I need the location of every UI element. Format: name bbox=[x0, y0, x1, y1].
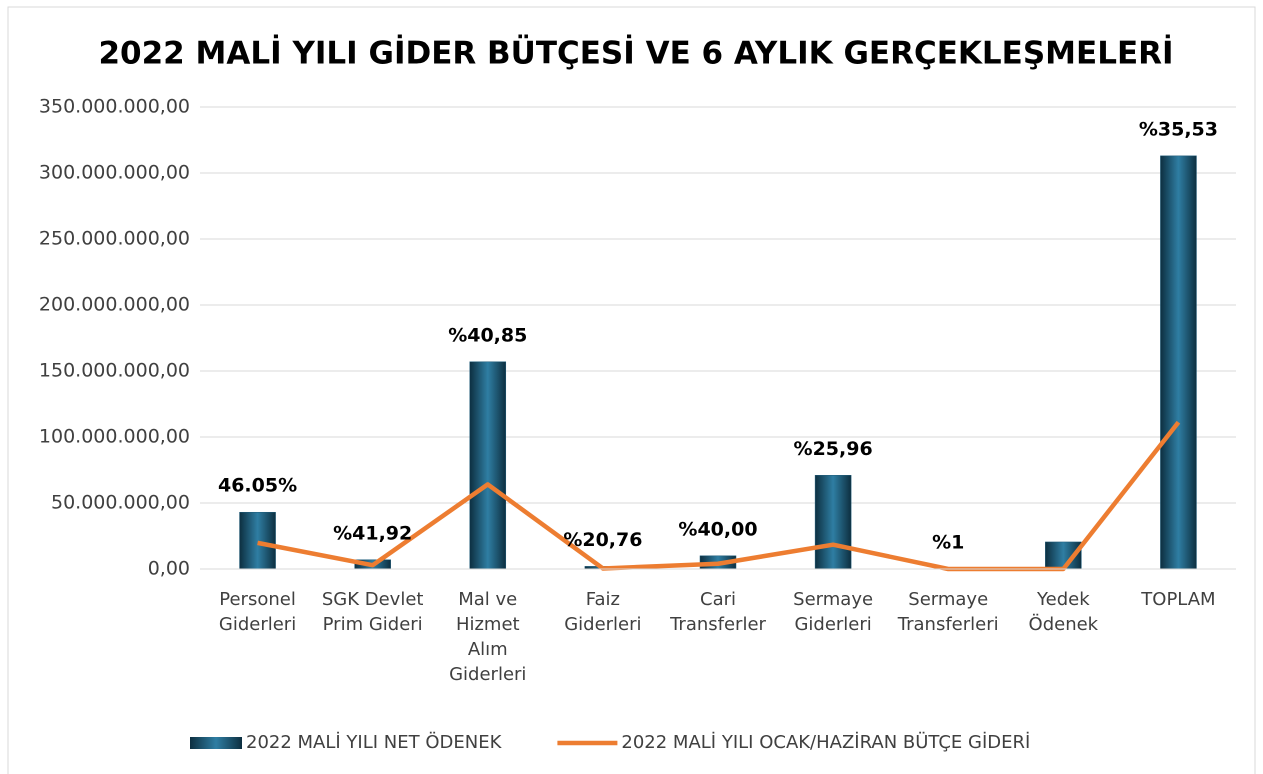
y-tick-label: 250.000.000,00 bbox=[39, 228, 190, 250]
y-tick-label: 300.000.000,00 bbox=[39, 162, 190, 184]
x-tick-label: Mal ve Hizmet Alım Giderleri bbox=[449, 589, 527, 685]
x-tick-label: Cari Transferler bbox=[670, 589, 766, 635]
x-tick-label: Yedek Ödenek bbox=[1028, 589, 1099, 635]
data-label: 46.05% bbox=[218, 475, 297, 497]
legend-label: 2022 MALİ YILI OCAK/HAZİRAN BÜTÇE GİDERİ bbox=[621, 731, 1030, 753]
legend-label: 2022 MALİ YILI NET ÖDENEK bbox=[246, 731, 503, 753]
data-label: %35,53 bbox=[1139, 118, 1218, 140]
chart-title: 2022 MALİ YILI GİDER BÜTÇESİ VE 6 AYLIK … bbox=[98, 35, 1173, 72]
bar bbox=[814, 475, 852, 570]
data-label: %40,00 bbox=[678, 518, 757, 540]
y-tick-label: 350.000.000,00 bbox=[39, 96, 190, 118]
bar bbox=[239, 511, 276, 570]
y-tick-label: 50.000.000,00 bbox=[51, 492, 190, 514]
data-label: %1 bbox=[932, 532, 964, 554]
chart-frame bbox=[7, 6, 1256, 774]
x-tick-label: Personel Giderleri bbox=[218, 589, 297, 635]
y-tick-label: 0,00 bbox=[148, 558, 190, 580]
bar bbox=[1160, 155, 1197, 570]
data-label: %20,76 bbox=[563, 529, 642, 551]
legend-swatch bbox=[190, 737, 242, 749]
x-tick-label: TOPLAM bbox=[1141, 589, 1216, 610]
data-label: %25,96 bbox=[794, 438, 873, 460]
data-label: %41,92 bbox=[333, 522, 412, 544]
x-tick-label: Sermaye Giderleri bbox=[793, 589, 874, 635]
x-tick-label: SGK Devlet Prim Gideri bbox=[321, 589, 424, 635]
bar bbox=[469, 361, 507, 570]
data-label: %40,85 bbox=[448, 324, 527, 346]
x-tick-label: Faiz Giderleri bbox=[564, 589, 642, 635]
x-tick-label: Sermaye Transferleri bbox=[897, 589, 999, 635]
y-tick-label: 200.000.000,00 bbox=[39, 294, 190, 316]
y-tick-label: 150.000.000,00 bbox=[39, 360, 190, 382]
y-tick-label: 100.000.000,00 bbox=[39, 426, 190, 448]
